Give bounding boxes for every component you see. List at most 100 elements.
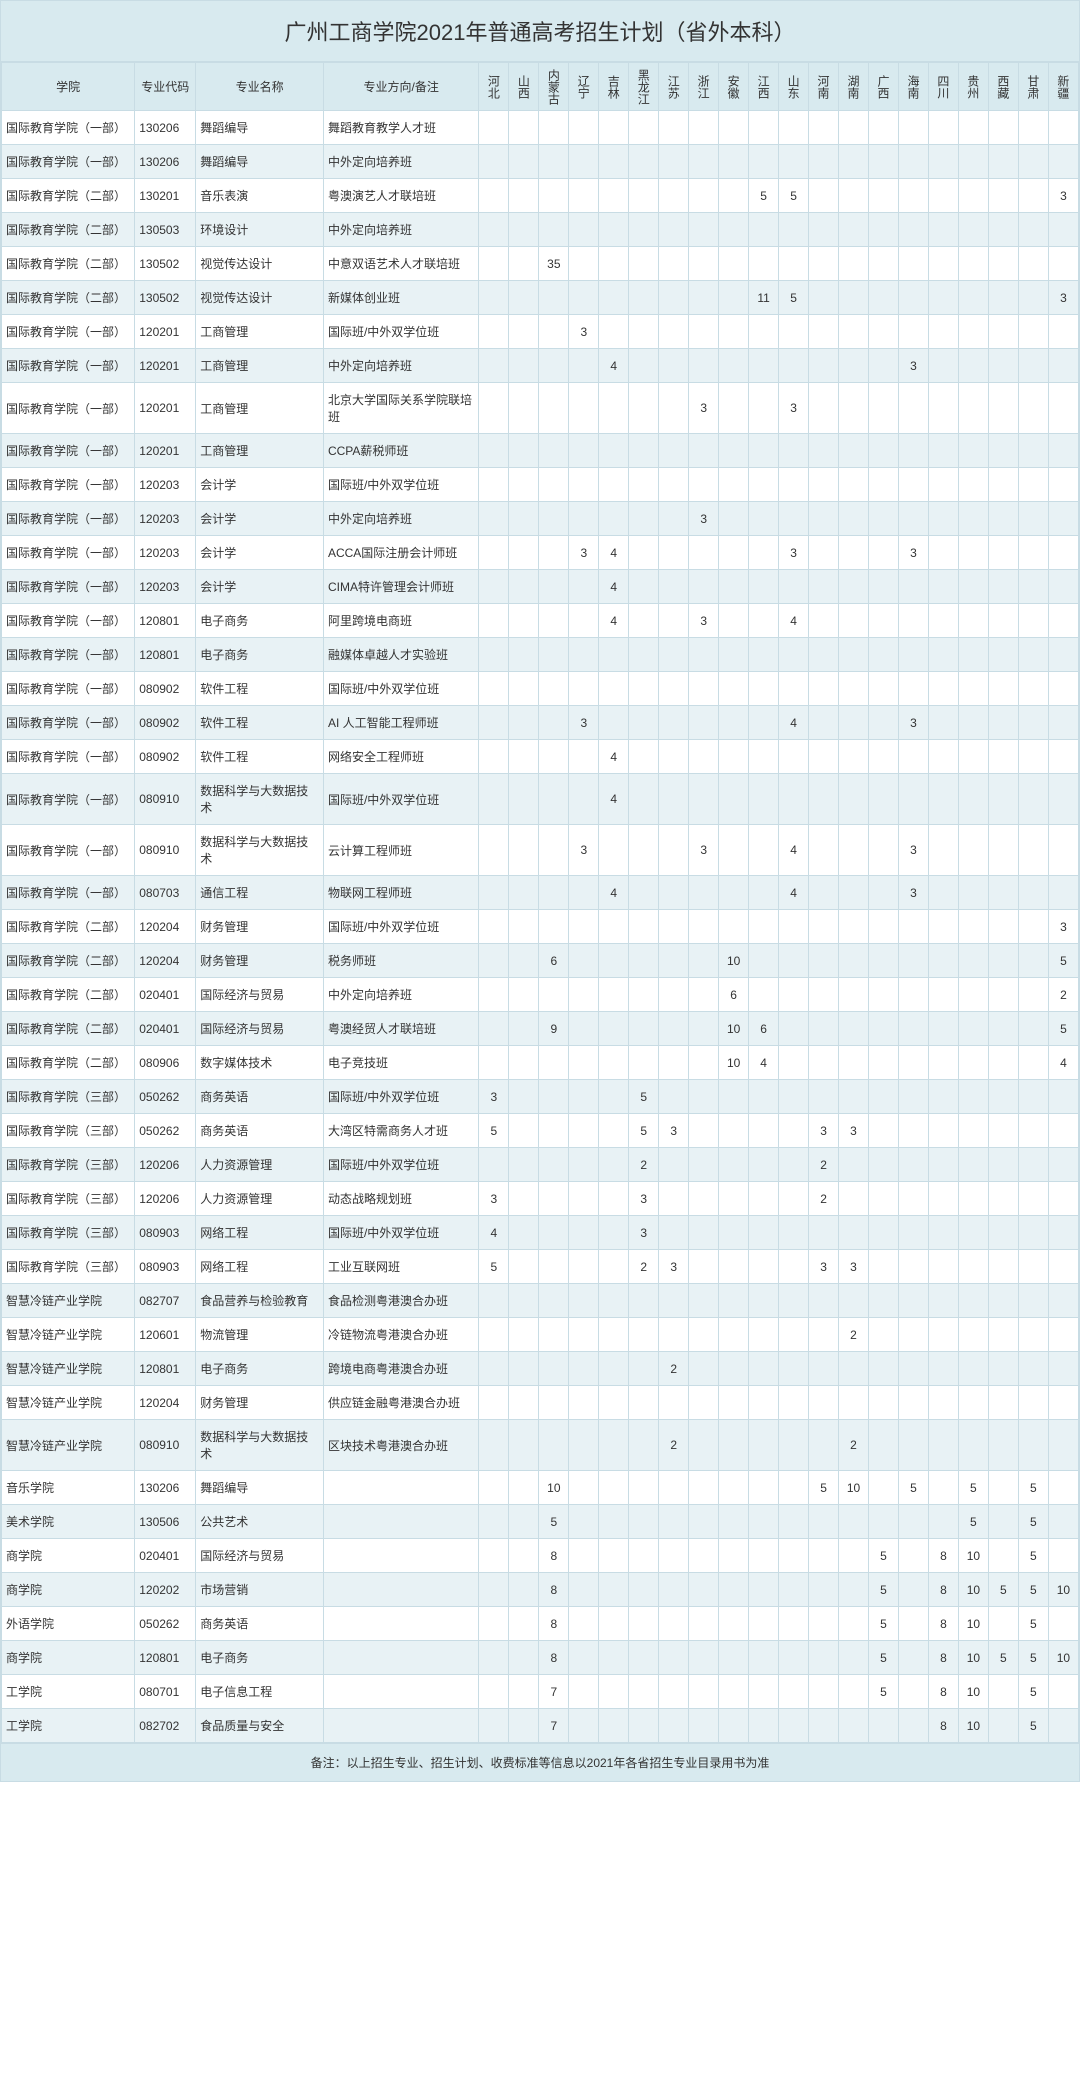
value-cell: 10 (958, 1607, 988, 1641)
value-cell (809, 1709, 839, 1743)
table-row: 国际教育学院（一部）130206舞蹈编导中外定向培养班 (2, 145, 1079, 179)
value-cell (839, 281, 869, 315)
value-cell (599, 944, 629, 978)
value-cell (928, 604, 958, 638)
value-cell (479, 774, 509, 825)
value-cell (689, 1216, 719, 1250)
value-cell (689, 247, 719, 281)
cell: 国际班/中外双学位班 (323, 315, 478, 349)
value-cell (958, 876, 988, 910)
value-cell (629, 1539, 659, 1573)
cell: 智慧冷链产业学院 (2, 1386, 135, 1420)
table-row: 国际教育学院（一部）080902软件工程网络安全工程师班4 (2, 740, 1079, 774)
value-cell: 3 (1048, 910, 1078, 944)
value-cell: 3 (898, 536, 928, 570)
value-cell (839, 1573, 869, 1607)
value-cell (719, 910, 749, 944)
value-cell (509, 179, 539, 213)
value-cell (599, 706, 629, 740)
value-cell (839, 1675, 869, 1709)
value-cell: 5 (779, 179, 809, 213)
value-cell (599, 468, 629, 502)
value-cell (1018, 247, 1048, 281)
value-cell (509, 1471, 539, 1505)
value-cell (958, 774, 988, 825)
value-cell (898, 502, 928, 536)
value-cell: 4 (779, 604, 809, 638)
value-cell (629, 468, 659, 502)
value-cell (569, 910, 599, 944)
value-cell (988, 383, 1018, 434)
value-cell (869, 1250, 899, 1284)
value-cell (988, 825, 1018, 876)
value-cell (599, 111, 629, 145)
value-cell (479, 434, 509, 468)
value-cell (629, 774, 659, 825)
value-cell (928, 434, 958, 468)
value-cell (898, 247, 928, 281)
value-cell (689, 1607, 719, 1641)
value-cell: 5 (958, 1471, 988, 1505)
data-table: 学院专业代码专业名称专业方向/备注河北山西内蒙古辽宁吉林黑龙江江苏浙江安徽江西山… (1, 62, 1079, 1743)
value-cell (869, 1012, 899, 1046)
cell: 商务英语 (196, 1607, 324, 1641)
value-cell (599, 213, 629, 247)
cell: 国际教育学院（一部） (2, 383, 135, 434)
cell: 130506 (135, 1505, 196, 1539)
value-cell (958, 1012, 988, 1046)
value-cell (1048, 1607, 1078, 1641)
value-cell (809, 740, 839, 774)
table-row: 国际教育学院（三部）050262商务英语大湾区特需商务人才班55333 (2, 1114, 1079, 1148)
value-cell (958, 1182, 988, 1216)
value-cell (659, 1216, 689, 1250)
value-cell (749, 1420, 779, 1471)
value-cell (839, 1182, 869, 1216)
value-cell (1048, 502, 1078, 536)
value-cell (839, 1709, 869, 1743)
value-cell (779, 1012, 809, 1046)
value-cell: 8 (928, 1539, 958, 1573)
value-cell (629, 349, 659, 383)
value-cell (539, 383, 569, 434)
province-header: 黑龙江 (629, 63, 659, 111)
value-cell (479, 1573, 509, 1607)
value-cell (719, 638, 749, 672)
value-cell (928, 1046, 958, 1080)
table-row: 外语学院050262商务英语858105 (2, 1607, 1079, 1641)
value-cell (509, 349, 539, 383)
value-cell (809, 247, 839, 281)
value-cell (749, 706, 779, 740)
value-cell (629, 145, 659, 179)
cell: 国际教育学院（二部） (2, 213, 135, 247)
value-cell (569, 179, 599, 213)
value-cell (1018, 349, 1048, 383)
cell: 080906 (135, 1046, 196, 1080)
value-cell (509, 1709, 539, 1743)
value-cell (479, 213, 509, 247)
value-cell (719, 1386, 749, 1420)
value-cell: 10 (719, 1046, 749, 1080)
value-cell (479, 672, 509, 706)
value-cell (928, 281, 958, 315)
value-cell (839, 1386, 869, 1420)
value-cell (779, 502, 809, 536)
value-cell (898, 1250, 928, 1284)
value-cell (869, 1114, 899, 1148)
value-cell (869, 179, 899, 213)
value-cell: 8 (928, 1607, 958, 1641)
cell: 130206 (135, 1471, 196, 1505)
value-cell (928, 1318, 958, 1352)
cell: 大湾区特需商务人才班 (323, 1114, 478, 1148)
value-cell (689, 1709, 719, 1743)
value-cell: 4 (779, 825, 809, 876)
value-cell (928, 468, 958, 502)
value-cell (898, 1539, 928, 1573)
value-cell (809, 1352, 839, 1386)
value-cell: 5 (1018, 1675, 1048, 1709)
value-cell (599, 247, 629, 281)
value-cell (898, 111, 928, 145)
value-cell (1018, 434, 1048, 468)
value-cell (569, 111, 599, 145)
value-cell (1048, 1080, 1078, 1114)
value-cell (898, 383, 928, 434)
